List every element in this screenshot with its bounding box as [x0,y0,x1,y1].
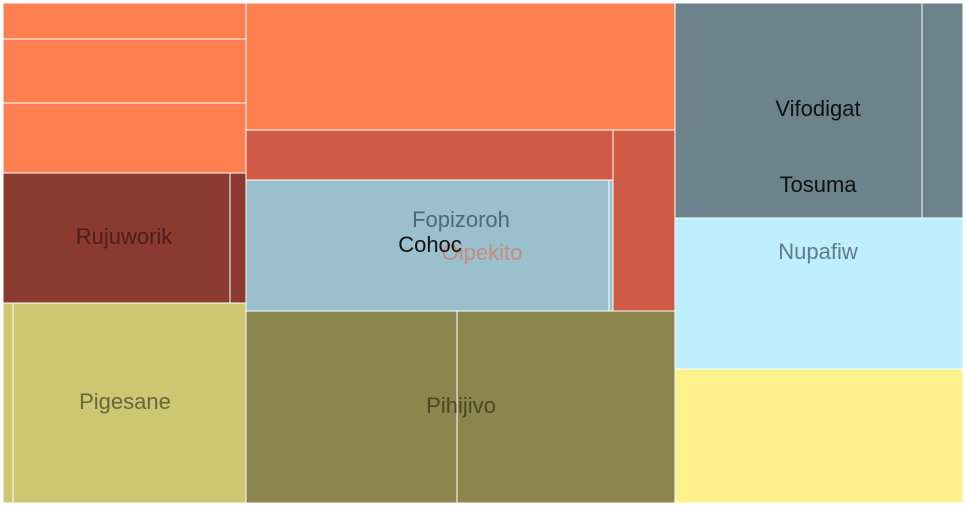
treemap-cell [2,2,247,40]
treemap-cell [2,172,231,304]
treemap-cell [2,38,247,104]
treemap-cell [229,172,247,304]
rujuworik-group [2,172,247,304]
treemap-cell [245,310,458,504]
treemap-cell [612,129,676,312]
treemap-cell [921,2,964,219]
group-label-nupafiw: Nupafiw [778,239,858,264]
group-label-oipekito: Oipekito [442,240,523,265]
oipekito-group [245,129,676,312]
treemap-cell [245,2,676,131]
tosuma-group [674,2,964,219]
group-label-pigesane: Pigesane [79,389,171,414]
pihijivo-group [245,310,676,504]
fopizoroh-group [245,179,614,312]
treemap-cell [674,2,923,219]
treemap-cell [456,310,676,504]
orange-group [2,2,676,174]
nupafiw-group [674,217,964,370]
yellow-group [674,368,964,504]
group-label-fopizoroh: Fopizoroh [412,207,510,232]
leaf-label-cohoc: Cohoc [398,232,462,257]
group-label-tosuma: Tosuma [779,172,857,197]
treemap-cell [674,217,964,370]
treemap-cell [2,302,14,504]
leaf-label-vifodigat: Vifodigat [775,96,860,121]
group-label-pihijivo: Pihijivo [426,393,496,418]
treemap-cell [245,179,610,312]
treemap-cell [2,102,247,174]
treemap-cell [674,368,964,504]
treemap-cell [608,179,614,312]
treemap-cell [245,129,614,181]
treemap-cell [12,302,247,504]
pigesane-group [2,302,247,504]
group-label-rujuworik: Rujuworik [76,224,174,249]
